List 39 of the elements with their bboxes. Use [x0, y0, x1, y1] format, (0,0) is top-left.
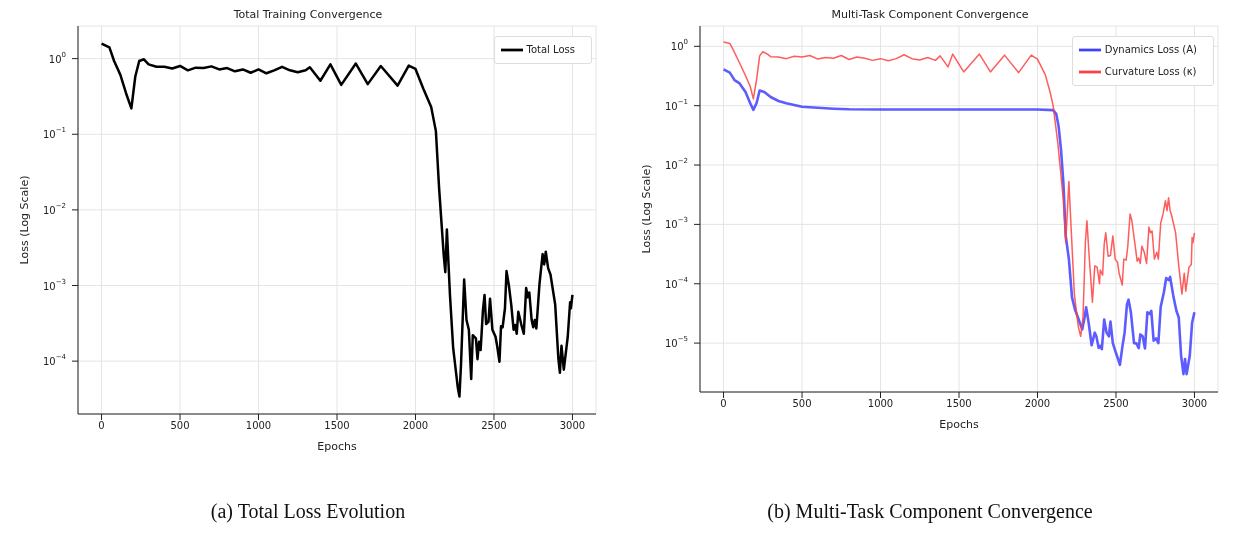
text: (b) Multi-Task Component Convergence	[766, 500, 1094, 523]
line-series	[100, 42, 574, 398]
x-tick-label: 0	[98, 420, 105, 432]
x-axis-title: Epochs	[939, 418, 979, 431]
legend-label: Curvature Loss (κ)	[1104, 66, 1197, 77]
y-tick-label: 10$^{−4}$	[42, 353, 67, 367]
x-tick-label: 3000	[1181, 398, 1208, 410]
text: (a) Total Loss Evolution	[209, 500, 407, 523]
line-series	[722, 68, 1196, 376]
y-tick-label: 10$^{−5}$	[664, 335, 688, 349]
x-tick-label: 500	[792, 398, 812, 410]
chart-title: Multi-Task Component Convergence	[830, 8, 1030, 22]
y-tick-label: 10$^{0}$	[670, 38, 688, 52]
x-tick-label: 2500	[1103, 398, 1129, 410]
y-tick-label: 10$^{−1}$	[42, 126, 66, 140]
y-axis-title: Loss (Log Scale)	[639, 164, 653, 254]
x-tick-label: 2000	[402, 420, 429, 432]
y-tick-label: 10$^{−3}$	[42, 277, 66, 292]
chart-title: Total Training Convergence	[232, 8, 384, 22]
y-tick-label: 10$^{−3}$	[664, 216, 688, 230]
line-series	[722, 41, 1196, 338]
y-tick-label: 10$^{0}$	[48, 50, 66, 65]
x-tick-label: 1500	[324, 420, 350, 432]
x-tick-label: 3000	[559, 420, 586, 432]
x-tick-label: 1500	[946, 398, 972, 410]
y-tick-label: 10$^{−2}$	[42, 201, 66, 216]
y-tick-label: 10$^{−4}$	[664, 275, 689, 290]
x-tick-label: 0	[720, 398, 727, 410]
y-axis-title: Loss (Log Scale)	[17, 175, 31, 265]
y-tick-label: 10$^{−1}$	[664, 97, 688, 112]
x-tick-label: 2000	[1024, 398, 1051, 410]
x-tick-label: 1000	[245, 420, 272, 432]
x-tick-label: 2500	[481, 420, 507, 432]
legend-label: Dynamics Loss (A)	[1104, 44, 1197, 55]
x-tick-label: 1000	[867, 398, 894, 410]
x-axis-title: Epochs	[317, 440, 357, 453]
legend-label: Total Loss	[526, 44, 575, 55]
y-tick-label: 10$^{−2}$	[664, 157, 688, 171]
x-tick-label: 500	[170, 420, 190, 432]
